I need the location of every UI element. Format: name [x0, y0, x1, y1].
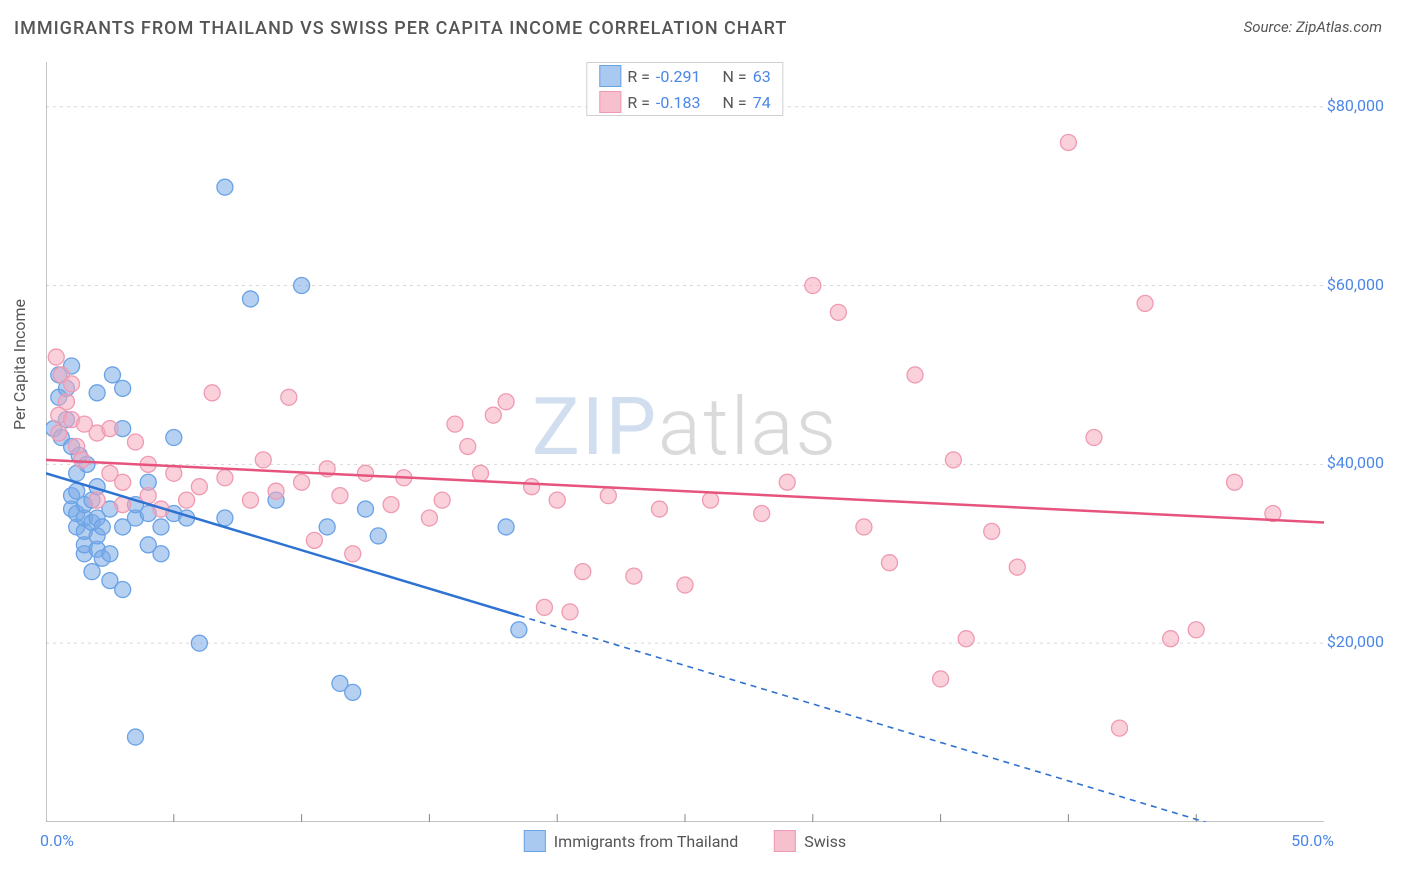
chart-header: IMMIGRANTS FROM THAILAND VS SWISS PER CA… — [0, 0, 1406, 39]
y-axis-label: Per Capita Income — [10, 299, 29, 430]
legend-swatch — [599, 91, 621, 113]
r-label: R = — [627, 67, 650, 86]
series-legend-item: Swiss — [774, 830, 846, 852]
correlation-legend-row: R = -0.291 N = 63 — [587, 63, 782, 89]
r-value: -0.183 — [656, 93, 701, 112]
r-value: -0.291 — [656, 67, 701, 86]
chart-plot-area: ZIPatlas R =-0.291N =63R =-0.183N =74 Im… — [46, 62, 1324, 822]
series-legend-item: Immigrants from Thailand — [524, 830, 738, 852]
correlation-legend: R = -0.291 N = 63 R = -0.183 N = 74 — [586, 62, 783, 116]
n-value: 63 — [753, 67, 771, 86]
correlation-legend-row: R = -0.183 N = 74 — [587, 89, 782, 115]
series-legend-label: Swiss — [804, 832, 846, 851]
scatter-plot-svg — [46, 62, 1324, 822]
x-axis-min-label: 0.0% — [40, 831, 74, 850]
series-legend-label: Immigrants from Thailand — [554, 832, 738, 851]
source-value: ZipAtlas.com — [1296, 18, 1382, 36]
legend-swatch — [599, 65, 621, 87]
chart-source: Source: ZipAtlas.com — [1244, 18, 1382, 36]
y-tick-label: $40,000 — [1327, 453, 1384, 472]
n-label: N = — [723, 93, 747, 112]
x-axis-max-label: 50.0% — [1291, 831, 1334, 850]
chart-title: IMMIGRANTS FROM THAILAND VS SWISS PER CA… — [14, 18, 787, 39]
y-tick-label: $20,000 — [1327, 632, 1384, 651]
y-tick-label: $60,000 — [1327, 275, 1384, 294]
r-label: R = — [627, 93, 650, 112]
source-label: Source: — [1244, 18, 1296, 36]
series-legend: Immigrants from Thailand Swiss — [524, 830, 846, 852]
legend-swatch — [524, 830, 546, 852]
legend-swatch — [774, 830, 796, 852]
y-tick-label: $80,000 — [1327, 96, 1384, 115]
n-label: N = — [723, 67, 747, 86]
n-value: 74 — [753, 93, 771, 112]
